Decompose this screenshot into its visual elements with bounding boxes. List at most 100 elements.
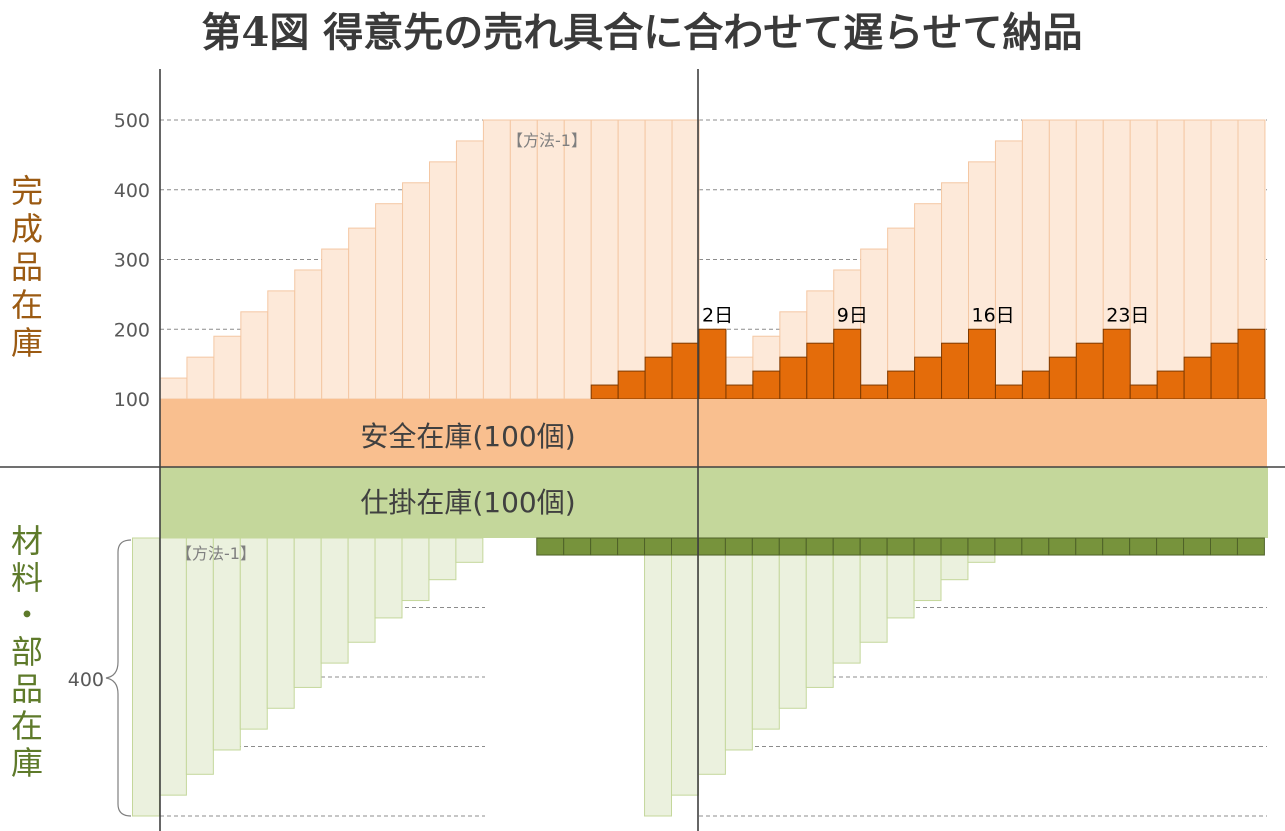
finished-goods-light-bar [213, 335, 242, 400]
materials-light-bar [644, 537, 672, 817]
materials-light-bar [778, 537, 807, 709]
finished-goods-light-bar [267, 290, 296, 400]
finished-goods-dark-bar [1021, 370, 1050, 400]
chart-title: 第4図 得意先の売れ具合に合わせて遅らせて納品 [202, 9, 1083, 56]
materials-light-bar [132, 537, 160, 817]
side-label-char: 成 [11, 210, 43, 248]
side-label-char: 完 [11, 172, 43, 210]
finished-goods-light-bar [994, 140, 1023, 400]
materials-light-bar [374, 537, 403, 619]
finished-goods-light-bar [536, 119, 565, 400]
finished-goods-light-bar [321, 248, 350, 400]
finished-goods-light-bar [509, 119, 538, 400]
safety-stock-band [160, 399, 1267, 467]
materials-dark-bar [563, 537, 592, 556]
materials-dark-bar [724, 537, 753, 556]
materials-dark-bar [886, 537, 915, 556]
side-label-char: 在 [11, 707, 43, 745]
materials-dark-bar [967, 537, 996, 556]
materials-light-bar [671, 537, 699, 796]
y-tick-label: 500 [114, 110, 150, 132]
materials-dark-bar [671, 537, 699, 556]
materials-light-bar [697, 537, 726, 775]
side-label-char: 材 [11, 522, 43, 560]
safety-stock-label: 安全在庫(100個) [360, 420, 575, 453]
finished-goods-light-bar [429, 161, 457, 400]
materials-dark-bar [1183, 537, 1212, 556]
materials-y-tick: 400 [68, 669, 104, 691]
finished-goods-dark-bar [914, 356, 943, 400]
finished-goods-light-bar [482, 119, 511, 400]
finished-goods-light-bar [860, 248, 889, 400]
finished-goods-y-ticks: 100 200 300 400 500 [114, 110, 150, 411]
day-annotation: 23日 [1106, 304, 1149, 326]
materials-dark-bar [859, 537, 888, 556]
method-label-top: 【方法-1】 [507, 131, 587, 150]
finished-goods-dark-bar [860, 384, 889, 400]
materials-light-bar [158, 537, 187, 796]
finished-goods-light-bars [159, 119, 1266, 400]
finished-goods-dark-bar [833, 328, 862, 400]
materials-dark-bar [778, 537, 807, 556]
day-annotation: 9日 [837, 304, 868, 326]
wip-stock-label: 仕掛在庫(100個) [360, 486, 575, 519]
materials-light-bar [212, 537, 241, 751]
finished-goods-dark-bar [941, 342, 969, 400]
finished-goods-dark-bar [1237, 328, 1266, 400]
wip-stock-band [160, 467, 1268, 538]
finished-goods-light-bar [402, 182, 430, 400]
finished-goods-light-bar [617, 119, 646, 400]
finished-goods-light-bar [294, 269, 323, 400]
materials-dark-bar [536, 537, 565, 556]
finished-goods-light-bar [1156, 119, 1185, 400]
finished-goods-dark-bar [806, 342, 835, 400]
finished-goods-dark-bar [1156, 370, 1185, 400]
finished-goods-dark-bar [725, 384, 754, 400]
finished-goods-light-bar [590, 119, 619, 400]
finished-goods-dark-bar [752, 370, 781, 400]
materials-dark-bar [913, 537, 942, 556]
finished-goods-dark-bar [779, 356, 808, 400]
side-label-char: 品 [11, 248, 43, 286]
materials-dark-bar [617, 537, 646, 556]
materials-dark-bar [994, 537, 1023, 556]
finished-goods-dark-bar [698, 328, 727, 400]
materials-dark-bar [1048, 537, 1077, 556]
materials-dark-bar [1075, 537, 1104, 556]
finished-goods-dark-bar [1210, 342, 1239, 400]
y-tick-label: 400 [114, 180, 150, 202]
finished-goods-dark-bar [617, 370, 646, 400]
method-label-bottom: 【方法-1】 [176, 544, 256, 563]
finished-goods-dark-bar [1048, 356, 1077, 400]
finished-goods-dark-bar [644, 356, 673, 400]
finished-goods-dark-bar [887, 370, 916, 400]
materials-dark-bar [1236, 537, 1265, 556]
materials-dark-bar [1210, 537, 1238, 556]
materials-dark-bar [1156, 537, 1185, 556]
day-annotation: 16日 [972, 304, 1015, 326]
finished-goods-light-bar [455, 140, 484, 400]
finished-goods-light-bar [1129, 119, 1158, 400]
materials-dark-bar [644, 537, 672, 556]
materials-dark-bar [832, 537, 861, 556]
finished-goods-dark-bar [590, 384, 619, 400]
materials-dark-bar [697, 537, 726, 556]
materials-dark-bar [590, 537, 619, 556]
side-label-char: 庫 [11, 324, 43, 362]
materials-light-bar [428, 537, 457, 581]
finished-goods-dark-bar [1183, 356, 1212, 400]
materials-dark-bar [1129, 537, 1158, 556]
finished-goods-light-bar [563, 119, 592, 400]
materials-light-bar [347, 537, 376, 643]
side-label-char: 料 [11, 559, 43, 597]
materials-dark-bar [1021, 537, 1050, 556]
finished-goods-light-bar [375, 203, 404, 400]
finished-goods-light-bar [240, 311, 269, 400]
materials-light-bar [185, 537, 214, 775]
materials-light-bar [724, 537, 753, 751]
side-label-char: 在 [11, 286, 43, 324]
day-annotations: 2日 9日 16日 23日 [702, 304, 1149, 326]
materials-light-bar [401, 537, 430, 602]
